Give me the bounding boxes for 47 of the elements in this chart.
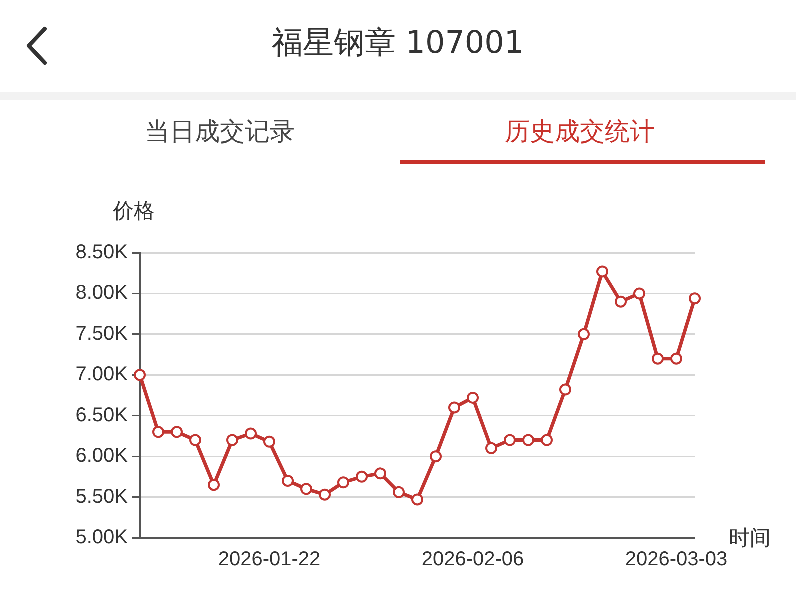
point	[319, 488, 331, 501]
point	[615, 296, 627, 308]
point	[338, 476, 350, 489]
point	[430, 450, 442, 463]
chart-title: 福星钢章 107001	[270, 24, 526, 63]
point	[467, 392, 479, 404]
point	[652, 352, 664, 365]
point	[560, 384, 572, 396]
x-tick-label: 2026-03-03	[625, 548, 728, 571]
y-tick-label: 6.00K	[76, 445, 129, 468]
text: 当日成交记录	[144, 116, 296, 148]
point	[448, 402, 460, 414]
x-tick-label: 2026-01-22	[218, 548, 321, 571]
point	[226, 434, 238, 446]
y-tick-label: 8.50K	[76, 242, 129, 264]
point	[504, 434, 516, 446]
y-tick-label: 5.50K	[76, 486, 129, 508]
y-tick-label: 7.50K	[76, 322, 129, 345]
y-tick-label: 7.00K	[76, 364, 129, 386]
point	[152, 426, 164, 438]
text: 历史成交统计	[504, 116, 656, 148]
point	[689, 292, 701, 305]
point	[300, 483, 312, 496]
point	[171, 426, 183, 438]
point	[208, 479, 220, 492]
point	[264, 436, 276, 448]
x-axis-title: 时间	[729, 526, 771, 550]
point	[634, 288, 646, 300]
point	[374, 468, 386, 480]
y-tick-label: 8.00K	[76, 282, 129, 304]
point	[522, 434, 534, 446]
point	[190, 434, 202, 446]
x-tick-label: 2026-02-06	[422, 548, 524, 571]
point	[282, 475, 294, 487]
point	[134, 369, 146, 382]
y-tick-label: 6.50K	[76, 404, 129, 426]
y-axis-title: 价格	[112, 198, 155, 223]
point	[412, 494, 424, 506]
point	[245, 428, 257, 440]
point	[670, 352, 682, 365]
y-tick-label: 5.00K	[76, 526, 129, 549]
point	[541, 434, 553, 446]
point	[486, 442, 498, 454]
point	[596, 266, 608, 278]
point	[393, 486, 405, 498]
point	[356, 470, 368, 483]
point	[578, 328, 590, 340]
